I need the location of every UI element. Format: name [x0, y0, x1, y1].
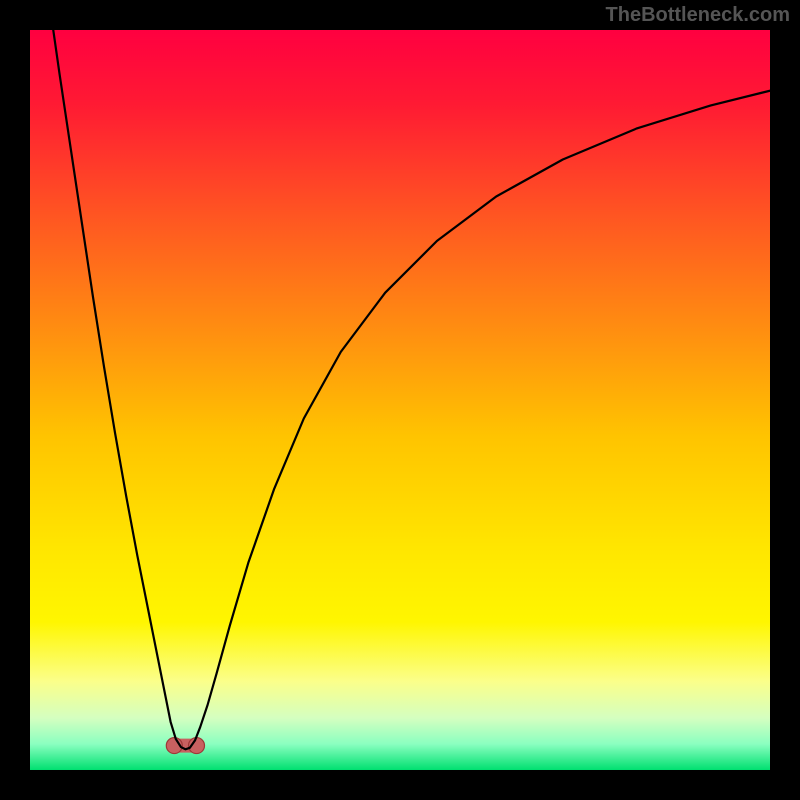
bottleneck-chart: [0, 0, 800, 800]
plot-background: [30, 30, 770, 770]
watermark-text: TheBottleneck.com: [606, 4, 790, 27]
chart-container: TheBottleneck.com: [0, 0, 800, 800]
